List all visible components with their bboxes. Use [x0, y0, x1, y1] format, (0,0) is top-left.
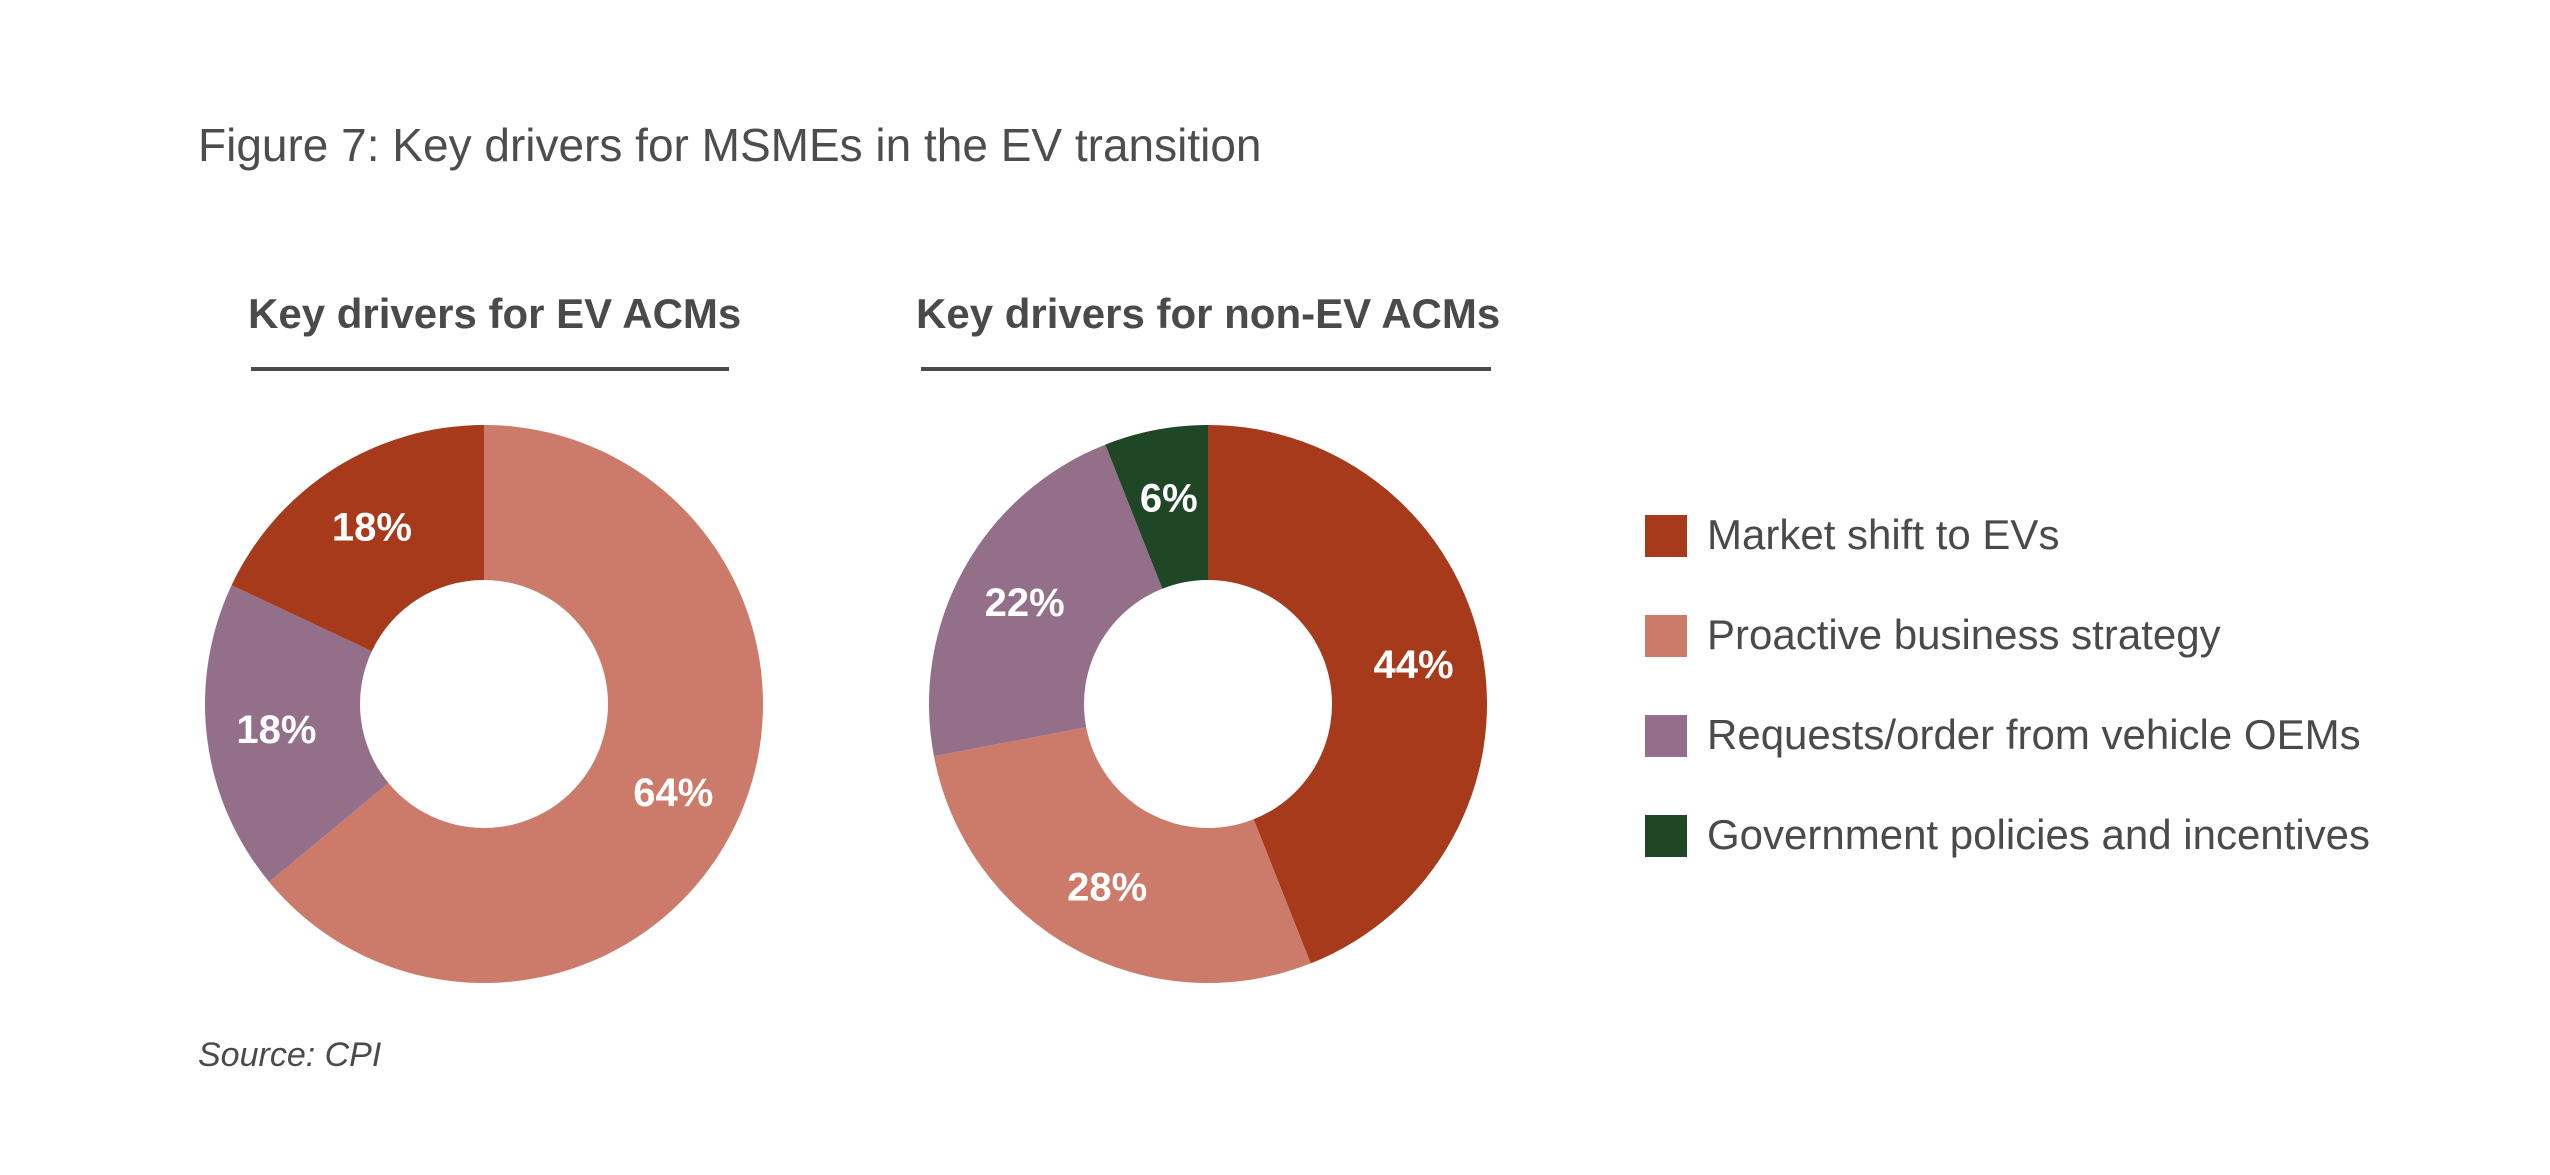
chart-title-underline-ev — [251, 367, 729, 371]
donut-chart-non-ev: 44% 28% 22% 6% — [928, 425, 1487, 983]
slice-market-shift-to-evs — [231, 425, 484, 652]
legend-item: Market shift to EVs — [1645, 505, 2465, 565]
source-note: Source: CPI — [198, 1036, 382, 1074]
chart-title-underline-non-ev — [921, 367, 1491, 371]
legend-label: Proactive business strategy — [1707, 611, 2221, 658]
legend-swatch — [1645, 715, 1687, 757]
slice-label-government-policies-and-incentives: 6% — [1140, 476, 1198, 520]
legend-item: Proactive business strategy — [1645, 605, 2465, 665]
chart-title-non-ev: Key drivers for non-EV ACMs — [916, 290, 1501, 337]
slice-label-market-shift-to-evs: 44% — [1374, 643, 1454, 687]
slice-government-policies-and-incentives — [1105, 425, 1208, 589]
slice-proactive-business-strategy — [933, 727, 1311, 983]
legend-item: Government policies and incentives — [1645, 805, 2465, 865]
legend-label: Market shift to EVs — [1707, 511, 2060, 558]
slice-requests-order-from-vehicle-oems — [204, 585, 389, 882]
legend-swatch — [1645, 515, 1687, 557]
slice-label-requests-order-from-vehicle-oems: 22% — [985, 581, 1065, 625]
legend-swatch — [1645, 615, 1687, 657]
legend-label: Requests/order from vehicle OEMs — [1707, 711, 2361, 758]
donut-chart-ev: 64% 18% 18% — [204, 425, 763, 983]
legend-swatch — [1645, 815, 1687, 857]
chart-title-ev: Key drivers for EV ACMs — [248, 290, 742, 337]
slice-label-proactive-business-strategy: 64% — [633, 771, 713, 815]
slice-requests-order-from-vehicle-oems — [928, 444, 1163, 757]
slice-label-market-shift-to-evs: 18% — [332, 505, 412, 549]
legend-label: Government policies and incentives — [1707, 811, 2371, 858]
slice-label-requests-order-from-vehicle-oems: 18% — [236, 708, 316, 752]
figure-title: Figure 7: Key drivers for MSMEs in the E… — [198, 119, 1262, 171]
slice-market-shift-to-evs — [1208, 425, 1487, 964]
slice-label-proactive-business-strategy: 28% — [1067, 865, 1147, 909]
legend-item: Requests/order from vehicle OEMs — [1645, 705, 2465, 765]
slice-proactive-business-strategy — [269, 425, 763, 983]
